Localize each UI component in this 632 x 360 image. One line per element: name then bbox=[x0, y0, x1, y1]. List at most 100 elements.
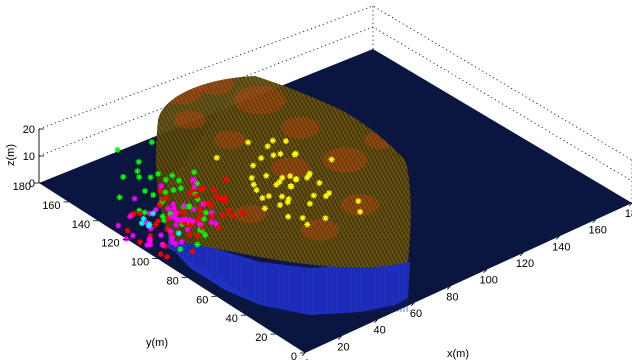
data-point bbox=[146, 237, 153, 244]
y-tick-label: 40 bbox=[226, 313, 238, 325]
data-point bbox=[142, 188, 149, 195]
data-point bbox=[316, 179, 323, 186]
x-tick-label: 40 bbox=[374, 325, 386, 337]
terrain-ridge bbox=[157, 79, 203, 105]
data-point bbox=[253, 187, 260, 194]
data-point bbox=[148, 139, 155, 146]
data-point bbox=[191, 183, 198, 190]
mesh-line bbox=[235, 76, 357, 268]
mesh-line bbox=[155, 76, 249, 268]
data-point bbox=[229, 213, 236, 220]
data-point bbox=[215, 224, 222, 231]
data-point bbox=[155, 170, 162, 177]
data-point bbox=[273, 181, 280, 188]
y-tick-label: 80 bbox=[167, 275, 179, 287]
x-tick-label: 160 bbox=[588, 225, 606, 237]
data-point bbox=[177, 246, 184, 253]
mesh-line bbox=[155, 76, 245, 268]
mesh-line bbox=[363, 76, 411, 268]
data-point bbox=[116, 194, 123, 201]
data-point bbox=[263, 172, 270, 179]
terrain-ridge bbox=[270, 157, 310, 179]
data-point bbox=[155, 218, 162, 225]
data-point bbox=[170, 187, 177, 194]
mesh-line bbox=[155, 76, 221, 268]
data-point bbox=[135, 158, 142, 165]
data-point bbox=[162, 176, 169, 183]
mesh-line bbox=[195, 76, 317, 268]
data-point bbox=[279, 174, 286, 181]
y-tick-label: 140 bbox=[72, 219, 90, 231]
terrain-ridge bbox=[214, 131, 246, 149]
mesh-line bbox=[263, 76, 385, 268]
mesh-line bbox=[283, 76, 405, 268]
terrain-ridge bbox=[322, 147, 368, 173]
data-point bbox=[328, 156, 335, 163]
data-point bbox=[169, 234, 176, 241]
mesh-line bbox=[167, 76, 289, 268]
x-tick-label: 180 bbox=[625, 208, 632, 220]
data-point bbox=[147, 241, 154, 248]
data-point bbox=[141, 209, 148, 216]
mesh-line bbox=[227, 76, 349, 268]
data-point bbox=[208, 209, 215, 216]
data-point bbox=[202, 232, 209, 239]
y-tick-label: 60 bbox=[196, 294, 208, 306]
data-point bbox=[282, 138, 289, 145]
data-point bbox=[190, 206, 197, 213]
data-point bbox=[159, 196, 166, 203]
data-point bbox=[171, 205, 178, 212]
mesh-line bbox=[275, 76, 397, 268]
data-point bbox=[213, 154, 220, 161]
data-point bbox=[258, 155, 265, 162]
mesh-line bbox=[243, 76, 365, 268]
terrain-ridge bbox=[195, 76, 235, 95]
data-point bbox=[157, 187, 164, 194]
data-point bbox=[158, 232, 165, 239]
mesh-line bbox=[171, 76, 293, 268]
data-point bbox=[115, 222, 122, 229]
data-point bbox=[168, 213, 175, 220]
data-point bbox=[285, 196, 292, 203]
data-point bbox=[136, 239, 143, 246]
data-point bbox=[179, 216, 186, 223]
z-tick-label: 10 bbox=[23, 151, 35, 163]
mesh-line bbox=[215, 76, 337, 268]
data-point bbox=[306, 172, 313, 179]
data-point bbox=[216, 195, 223, 202]
data-point bbox=[162, 189, 169, 196]
mesh-line bbox=[223, 76, 345, 268]
data-point bbox=[208, 213, 215, 220]
mesh-line bbox=[367, 76, 411, 268]
data-point bbox=[278, 193, 285, 200]
data-point bbox=[131, 210, 138, 217]
data-point bbox=[193, 193, 200, 200]
data-point bbox=[212, 220, 219, 227]
data-point bbox=[186, 216, 193, 223]
mesh-line bbox=[371, 76, 411, 268]
z-axis-label: z(m) bbox=[5, 144, 17, 166]
y-tick-label: 20 bbox=[255, 332, 267, 344]
x-tick-mark bbox=[556, 236, 560, 240]
x-tick-mark bbox=[338, 336, 342, 340]
data-point bbox=[123, 235, 130, 242]
data-point bbox=[159, 241, 166, 248]
y-axis-label: y(m) bbox=[146, 337, 168, 349]
data-point bbox=[259, 195, 266, 202]
data-point bbox=[134, 168, 141, 175]
data-point bbox=[152, 206, 159, 213]
axis-ticks: 0204060801001201401601800204060801001201… bbox=[13, 124, 632, 360]
mesh-line bbox=[179, 76, 301, 268]
mesh-line bbox=[271, 76, 393, 268]
data-point bbox=[164, 226, 171, 233]
data-point bbox=[299, 214, 306, 221]
y-tick-label: 160 bbox=[42, 200, 60, 212]
x-tick-mark bbox=[301, 352, 306, 357]
mesh-line bbox=[183, 76, 305, 268]
data-point bbox=[191, 169, 198, 176]
mesh-line bbox=[231, 76, 353, 268]
data-point bbox=[127, 213, 134, 220]
terrain-ridge bbox=[280, 117, 320, 139]
mesh-line bbox=[255, 76, 377, 268]
